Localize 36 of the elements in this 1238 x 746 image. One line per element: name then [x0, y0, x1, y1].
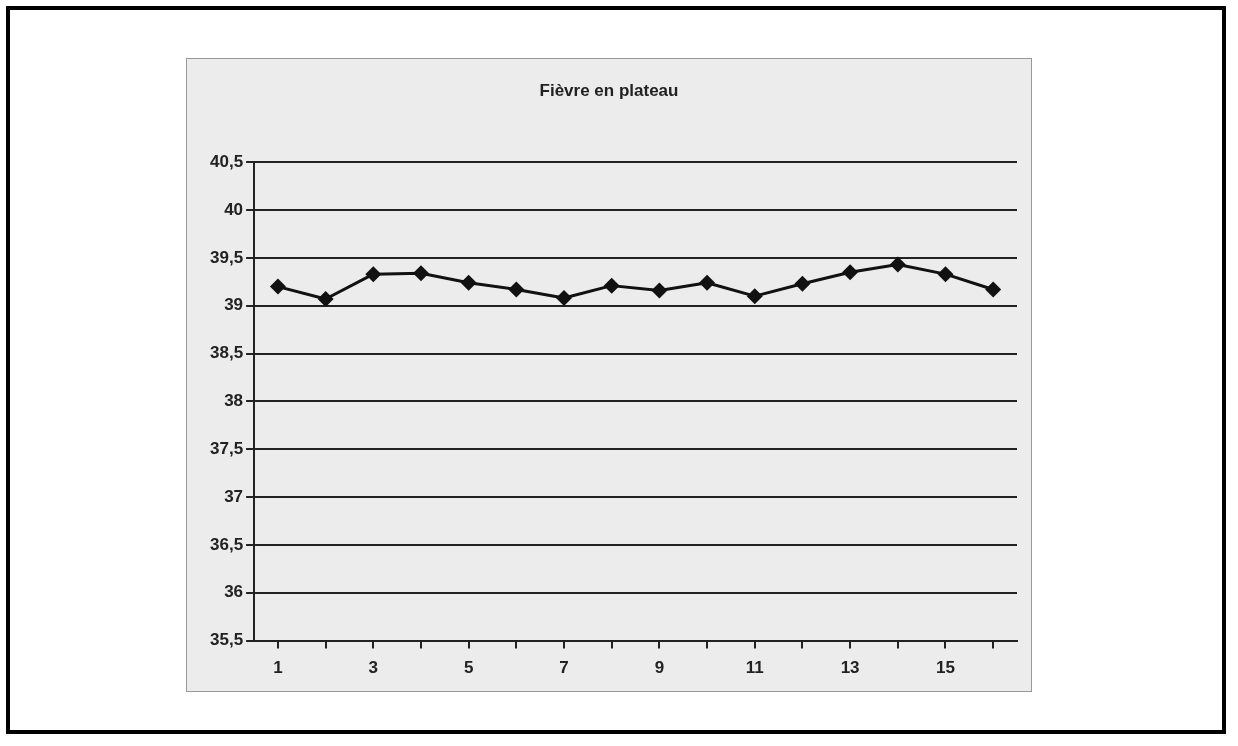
point — [699, 274, 716, 291]
y-tick-label: 36 — [224, 582, 244, 602]
y-tick-label: 35,5 — [209, 630, 244, 650]
chart-title: Fièvre en plateau — [538, 81, 680, 101]
x-tick-label: 7 — [559, 658, 569, 678]
point — [651, 282, 668, 299]
y-tick-label: 37,5 — [209, 438, 244, 458]
point — [603, 277, 620, 294]
y-tick-label: 38 — [224, 391, 244, 411]
point — [508, 281, 525, 298]
x-tick-label: 5 — [463, 658, 474, 678]
y-tick-label: 39,5 — [209, 247, 244, 267]
point — [460, 274, 477, 291]
x-tick-label: 1 — [273, 658, 283, 678]
x-tick-label: 15 — [936, 658, 955, 678]
point — [842, 264, 859, 281]
point — [794, 275, 811, 292]
y-tick-label: 37 — [224, 486, 244, 506]
y-tick-label: 40,5 — [209, 151, 244, 171]
point — [269, 278, 286, 295]
y-tick-label: 38,5 — [209, 343, 244, 363]
x-tick-label: 13 — [840, 658, 860, 678]
x-tick-label: 9 — [654, 658, 665, 678]
y-tick-label: 40 — [224, 199, 244, 219]
y-tick-label: 39 — [224, 295, 244, 315]
point — [985, 281, 1002, 298]
point — [556, 290, 573, 307]
x-tick-label: 11 — [745, 658, 764, 678]
point — [317, 291, 334, 308]
x-tick-label: 3 — [368, 658, 379, 678]
point — [365, 266, 382, 283]
point — [937, 266, 954, 283]
point — [889, 256, 906, 273]
point — [746, 288, 763, 305]
y-tick-label: 36,5 — [209, 534, 244, 554]
point — [412, 265, 429, 282]
